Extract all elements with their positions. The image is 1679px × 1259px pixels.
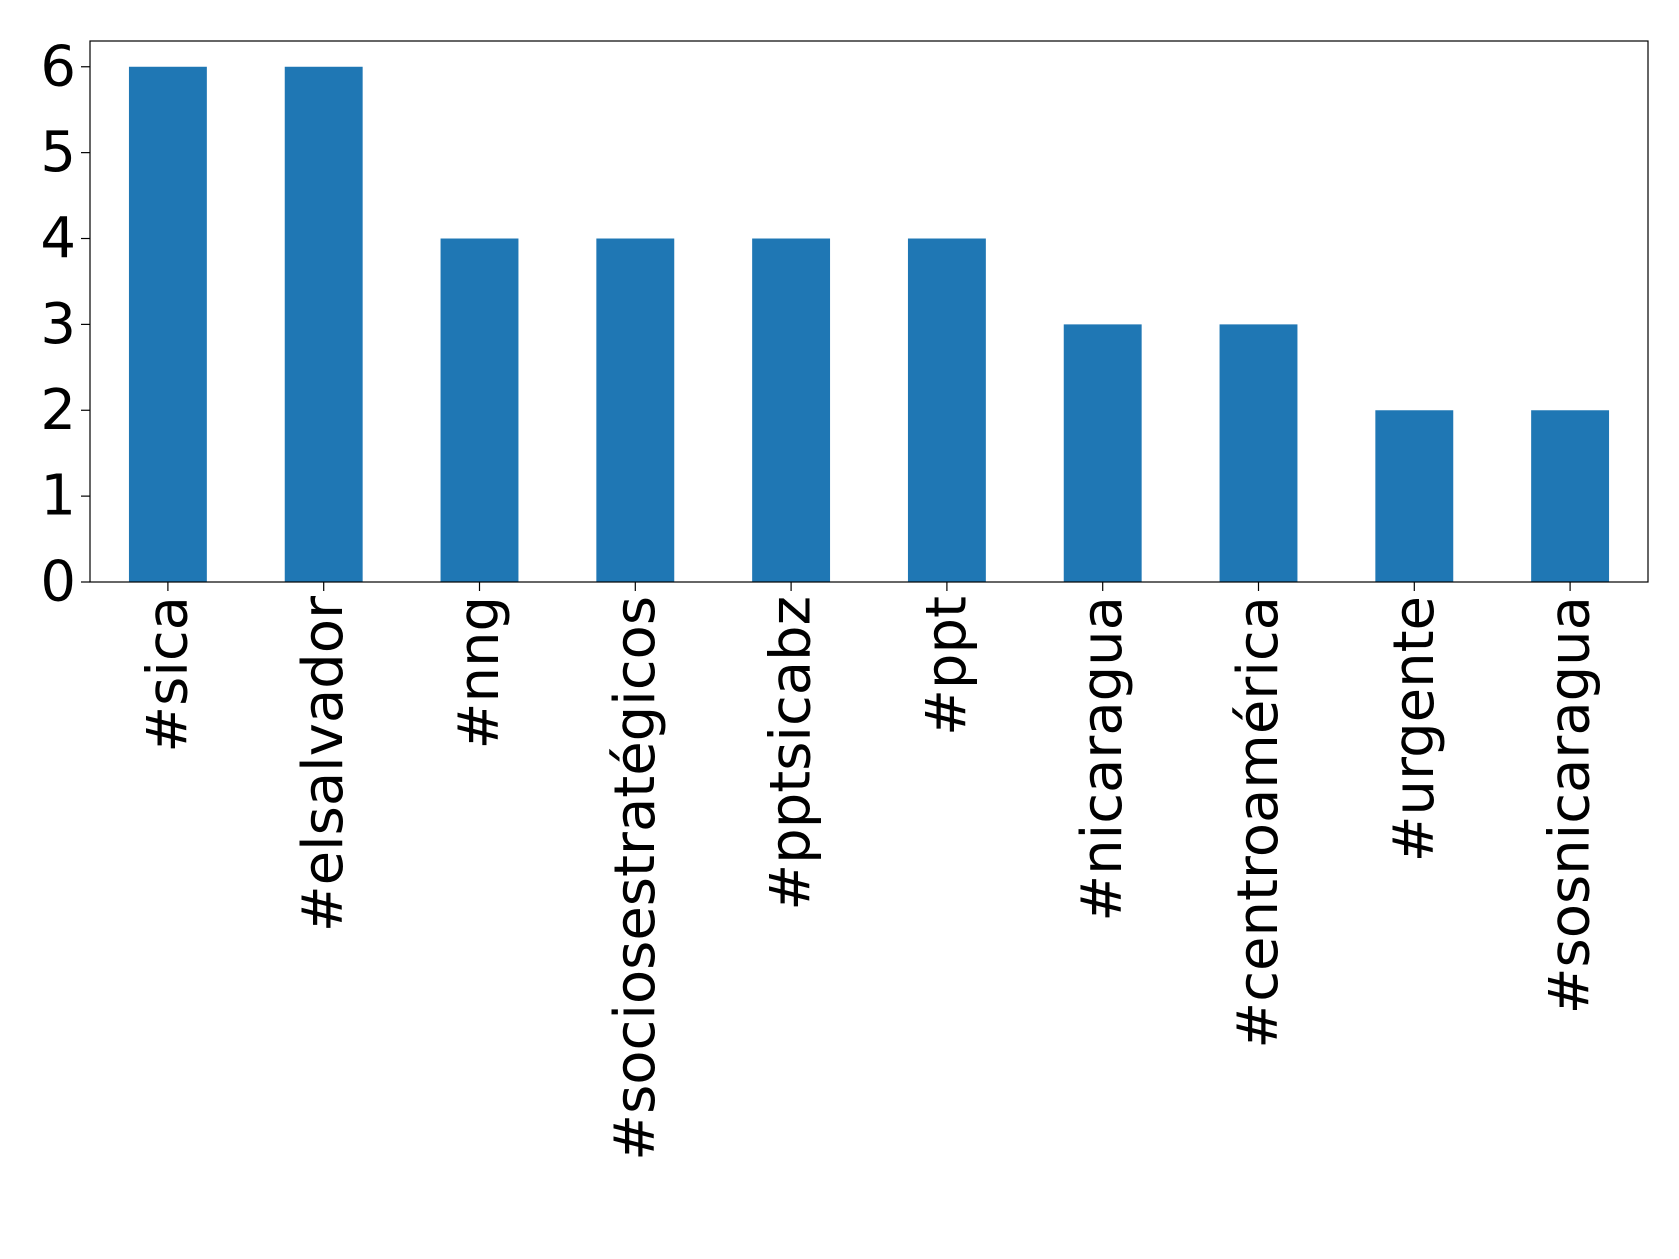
x-tick-label: #nng bbox=[447, 596, 512, 749]
bar bbox=[1375, 410, 1454, 582]
bar bbox=[284, 66, 363, 582]
x-tick-label: #urgente bbox=[1382, 596, 1447, 862]
y-tick-label: 3 bbox=[40, 292, 76, 357]
x-tick-label: #nicaragua bbox=[1070, 596, 1135, 922]
x-tick-label: #centroamérica bbox=[1226, 596, 1291, 1049]
y-tick-label: 5 bbox=[40, 120, 76, 185]
bar bbox=[752, 238, 831, 582]
bar bbox=[1531, 410, 1610, 582]
x-tick-label: #ppt bbox=[914, 596, 979, 736]
bar bbox=[596, 238, 675, 582]
y-tick-label: 4 bbox=[40, 206, 76, 271]
bar bbox=[1219, 324, 1298, 582]
plot-frame bbox=[89, 40, 1649, 583]
x-tick-label: #pptsicabz bbox=[759, 596, 824, 911]
x-tick-label: #sica bbox=[135, 596, 200, 753]
bar bbox=[1063, 324, 1142, 582]
y-tick-label: 0 bbox=[40, 550, 76, 615]
x-tick-label: #sociosestratégicos bbox=[603, 596, 668, 1161]
y-tick-label: 2 bbox=[40, 378, 76, 443]
x-tick-label: #sosnicaragua bbox=[1538, 596, 1603, 1014]
bar bbox=[907, 238, 986, 582]
y-tick-label: 6 bbox=[40, 34, 76, 99]
x-tick-label: #elsalvador bbox=[291, 595, 356, 932]
bar bbox=[128, 66, 207, 582]
y-tick-label: 1 bbox=[40, 464, 76, 529]
bar bbox=[440, 238, 519, 582]
